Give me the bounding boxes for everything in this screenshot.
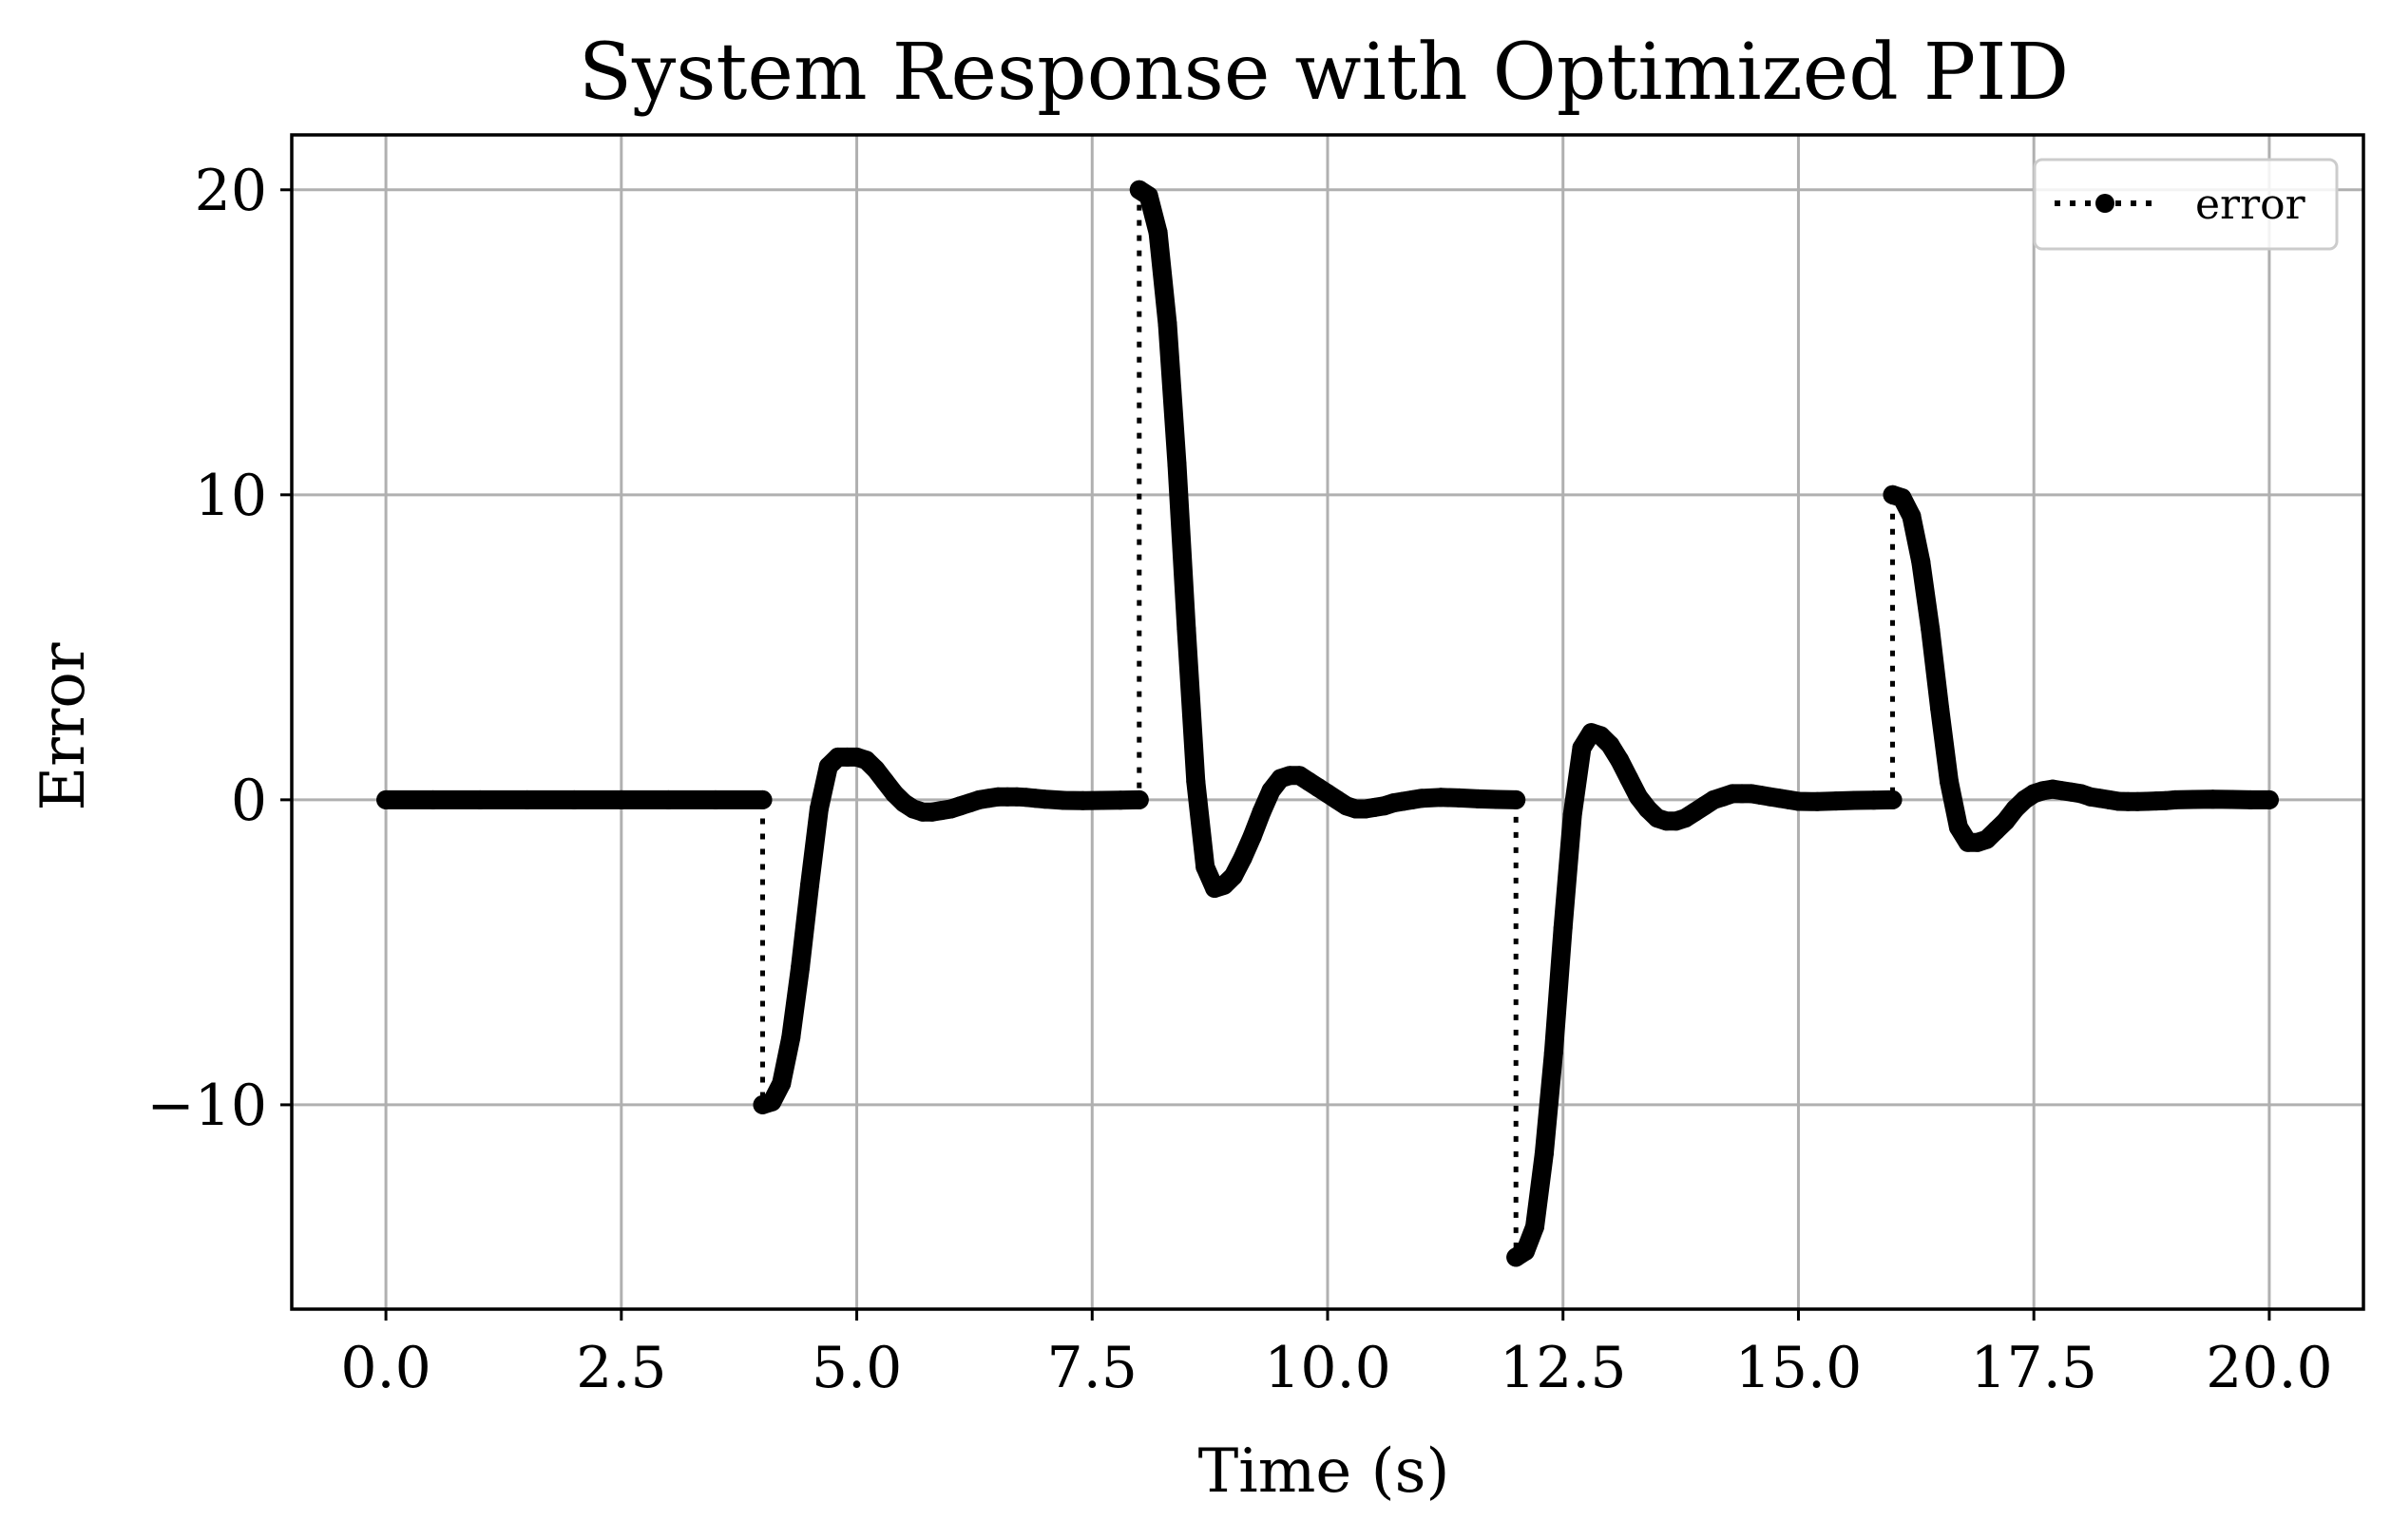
data-point xyxy=(1035,789,1055,809)
x-tick-label: 2.5 xyxy=(576,1335,666,1401)
data-point xyxy=(1223,866,1243,886)
data-point xyxy=(1940,771,1959,791)
x-tick-label: 5.0 xyxy=(812,1335,902,1401)
data-point xyxy=(705,789,725,809)
data-point xyxy=(611,789,631,809)
data-point xyxy=(753,789,773,809)
data-point xyxy=(1808,791,1827,811)
data-point xyxy=(376,789,396,809)
data-point xyxy=(1506,789,1526,809)
data-point xyxy=(1430,788,1450,808)
data-point xyxy=(1196,857,1215,877)
data-point xyxy=(1883,789,1903,809)
data-point xyxy=(1468,789,1488,808)
x-tick-label: 7.5 xyxy=(1047,1335,1138,1401)
data-point xyxy=(809,799,829,819)
x-tick-label: 20.0 xyxy=(2206,1335,2333,1401)
data-point xyxy=(423,789,443,809)
data-point xyxy=(1600,735,1620,755)
data-point xyxy=(1054,790,1074,810)
data-point xyxy=(1610,751,1630,770)
data-point xyxy=(1543,1043,1563,1063)
y-tick-label: 10 xyxy=(195,463,267,529)
data-point xyxy=(1534,1144,1554,1164)
data-point xyxy=(1176,619,1196,639)
data-point xyxy=(1157,314,1177,333)
data-point xyxy=(2259,789,2279,809)
data-point xyxy=(1092,790,1112,810)
data-point xyxy=(1845,790,1865,810)
data-point xyxy=(2222,789,2242,809)
data-point xyxy=(1921,619,1941,639)
data-point xyxy=(2184,789,2204,809)
data-point xyxy=(564,789,584,809)
data-point xyxy=(781,1028,801,1048)
x-tick-label: 15.0 xyxy=(1735,1335,1863,1401)
data-point xyxy=(1242,827,1262,846)
data-point xyxy=(1516,1242,1536,1261)
data-point xyxy=(791,958,811,978)
data-point xyxy=(1073,790,1093,810)
data-point xyxy=(1827,791,1846,811)
y-tick-label: 20 xyxy=(195,158,267,224)
x-tick-label: 10.0 xyxy=(1264,1335,1391,1401)
data-point xyxy=(2165,789,2185,809)
series-error xyxy=(376,180,2279,1267)
data-point xyxy=(470,789,490,809)
x-tick-label: 12.5 xyxy=(1500,1335,1627,1401)
axis-ticks: 0.0 2.5 5.0 7.5 10.0 12.5 15.0 17.5 20.0 −10 0 10 20 xyxy=(146,158,2332,1401)
data-point xyxy=(800,875,819,895)
data-point xyxy=(762,1092,782,1112)
data-point xyxy=(2203,789,2223,809)
data-point xyxy=(1562,805,1582,825)
data-point xyxy=(1148,222,1168,242)
data-point xyxy=(1788,791,1808,811)
x-tick-label: 17.5 xyxy=(1970,1335,2097,1401)
data-point xyxy=(1553,918,1573,938)
data-point xyxy=(1252,802,1272,822)
legend: error xyxy=(2033,158,2339,251)
data-point xyxy=(517,789,537,809)
data-point xyxy=(1449,788,1469,808)
data-point xyxy=(1948,817,1968,837)
data-point xyxy=(1930,698,1950,718)
data-point xyxy=(1167,454,1187,474)
data-point xyxy=(1902,506,1922,526)
data-point xyxy=(1138,186,1158,206)
data-point xyxy=(772,1074,792,1093)
y-axis-label: Error xyxy=(29,642,99,810)
x-axis-label: Time (s) xyxy=(1198,1436,1450,1507)
data-point xyxy=(1111,790,1130,810)
data-point xyxy=(1233,847,1253,867)
data-point xyxy=(1487,789,1507,809)
x-tick-label: 0.0 xyxy=(340,1335,430,1401)
y-tick-label: 0 xyxy=(231,768,267,834)
data-point xyxy=(1892,488,1912,507)
data-point xyxy=(1864,790,1884,810)
data-point xyxy=(1186,771,1206,791)
legend-box xyxy=(2033,158,2339,251)
data-point xyxy=(2241,789,2261,809)
chart-title: System Response with Optimized PID xyxy=(579,28,2069,118)
legend-label-error: error xyxy=(2195,181,2306,229)
data-point xyxy=(659,789,679,809)
y-tick-label: −10 xyxy=(146,1073,267,1139)
data-point xyxy=(1525,1217,1544,1237)
data-point xyxy=(1129,789,1149,809)
data-point xyxy=(1572,738,1592,758)
legend-marker-sample xyxy=(2095,194,2114,213)
data-point xyxy=(1911,552,1931,572)
data-point xyxy=(1619,769,1639,789)
data-point xyxy=(1412,789,1432,808)
